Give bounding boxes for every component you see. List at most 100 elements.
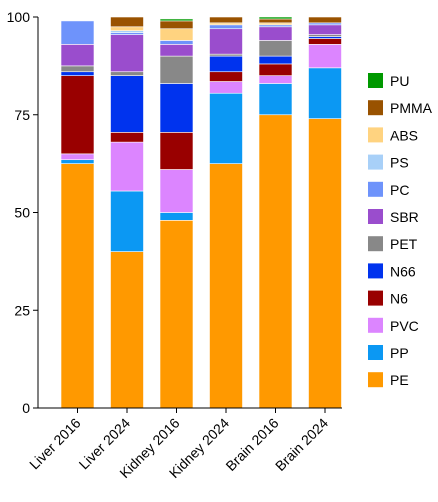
legend-item-ps: PS xyxy=(368,154,409,171)
bar-segment-brain-2024-pmma xyxy=(308,16,342,24)
legend-swatch-pu xyxy=(368,73,383,88)
bar-segment-kidney-2016-sbr xyxy=(159,44,194,57)
y-tick-label-100: 100 xyxy=(7,9,31,25)
bar-segment-liver-2024-pmma xyxy=(110,16,144,28)
bar-segment-liver-2016-pe xyxy=(60,163,95,409)
bar-segment-brain-2024-pvc xyxy=(308,44,342,69)
bar-group-brain-2016 xyxy=(258,16,293,409)
bar-segment-kidney-2024-n6 xyxy=(209,71,243,82)
legend-swatch-pc xyxy=(368,181,383,197)
bar-segment-kidney-2024-pmma xyxy=(209,16,243,24)
legend-item-pvc: PVC xyxy=(368,317,419,334)
bar-segment-brain-2016-pp xyxy=(258,83,293,116)
bar-segment-liver-2016-pc xyxy=(60,20,95,45)
x-tick-label-brain-2024: Brain 2024 xyxy=(272,415,331,474)
bar-segment-brain-2024-n6 xyxy=(308,38,342,45)
bar-segment-liver-2024-pvc xyxy=(110,141,144,192)
y-tick-label-25: 25 xyxy=(14,302,30,318)
legend-swatch-ps xyxy=(368,154,383,170)
bar-group-liver-2024 xyxy=(110,16,144,409)
bar-segment-brain-2016-sbr xyxy=(258,26,293,41)
legend-label-n66: N66 xyxy=(390,263,416,279)
legend-swatch-sbr xyxy=(368,209,383,224)
bar-segment-brain-2016-pvc xyxy=(258,75,293,84)
legend-swatch-abs xyxy=(368,127,383,143)
bar-segment-brain-2016-pu xyxy=(258,16,293,20)
bar-segment-brain-2016-n66 xyxy=(258,55,293,65)
bar-segment-liver-2016-pvc xyxy=(60,153,95,161)
bar-segment-brain-2016-pe xyxy=(258,114,293,409)
bar-segment-kidney-2016-pp xyxy=(159,212,194,221)
legend-label-ps: PS xyxy=(390,155,409,171)
legend-label-abs: ABS xyxy=(390,127,418,143)
legend-label-pp: PP xyxy=(390,345,409,361)
bar-segment-brain-2016-pmma xyxy=(258,18,293,24)
bar-segment-brain-2024-pe xyxy=(308,118,342,409)
bar-segment-kidney-2016-pmma xyxy=(159,20,194,30)
bar-segment-kidney-2016-abs xyxy=(159,28,194,41)
bar-group-kidney-2016 xyxy=(159,18,194,409)
bar-segment-kidney-2016-pet xyxy=(159,55,194,84)
bars-layer xyxy=(60,16,342,409)
legend-swatch-pvc xyxy=(368,317,383,333)
legend-item-pet: PET xyxy=(368,236,418,252)
legend-item-pu: PU xyxy=(368,73,409,89)
legend-swatch-n6 xyxy=(368,290,383,306)
legend-label-n6: N6 xyxy=(390,291,408,307)
bar-segment-kidney-2016-n6 xyxy=(159,132,194,170)
legend-swatch-pp xyxy=(368,345,383,360)
x-tick-label-brain-2016: Brain 2016 xyxy=(222,415,281,474)
legend-item-pc: PC xyxy=(368,181,409,198)
bar-segment-kidney-2024-pvc xyxy=(209,81,243,94)
legend-label-pvc: PVC xyxy=(390,318,419,334)
bar-segment-liver-2024-abs xyxy=(110,26,144,31)
bar-segment-kidney-2024-pe xyxy=(209,163,243,409)
legend-label-pmma: PMMA xyxy=(390,100,433,116)
legend-label-sbr: SBR xyxy=(390,209,419,225)
bar-segment-kidney-2024-pc xyxy=(209,24,243,30)
legend-item-abs: ABS xyxy=(368,127,418,143)
bar-segment-kidney-2024-n66 xyxy=(209,55,243,73)
y-tick-label-0: 0 xyxy=(22,400,30,416)
bar-segment-brain-2024-sbr xyxy=(308,24,342,35)
bar-segment-liver-2024-sbr xyxy=(110,34,144,73)
x-tick-label-liver-2016: Liver 2016 xyxy=(26,415,84,473)
bar-segment-brain-2024-pp xyxy=(308,67,342,119)
legend-label-pet: PET xyxy=(390,236,418,252)
bar-segment-kidney-2016-pvc xyxy=(159,169,194,213)
legend-swatch-pmma xyxy=(368,100,383,116)
y-tick-label-50: 50 xyxy=(14,205,30,221)
bar-segment-liver-2024-n6 xyxy=(110,132,144,143)
bar-segment-liver-2016-pet xyxy=(60,65,95,73)
legend-item-pmma: PMMA xyxy=(368,100,433,116)
legend-item-sbr: SBR xyxy=(368,209,419,225)
bar-segment-kidney-2024-pp xyxy=(209,92,243,164)
y-tick-label-75: 75 xyxy=(14,107,30,123)
bar-segment-liver-2016-n66 xyxy=(60,71,95,76)
bar-segment-kidney-2016-n66 xyxy=(159,83,194,133)
bar-group-kidney-2024 xyxy=(209,16,243,409)
legend-item-n6: N6 xyxy=(368,290,408,307)
legend-swatch-pet xyxy=(368,236,383,252)
legend-swatch-pe xyxy=(368,372,383,388)
bar-segment-kidney-2016-pc xyxy=(159,40,194,45)
legend-item-n66: N66 xyxy=(368,263,416,279)
bar-segment-liver-2016-pp xyxy=(60,159,95,164)
legend-label-pu: PU xyxy=(390,73,409,89)
bar-segment-liver-2016-n6 xyxy=(60,75,95,155)
bar-group-liver-2016 xyxy=(60,20,95,409)
bar-segment-kidney-2024-sbr xyxy=(209,28,243,55)
bar-group-brain-2024 xyxy=(308,16,342,409)
legend-swatch-n66 xyxy=(368,263,383,279)
bar-segment-liver-2024-pe xyxy=(110,251,144,409)
legend-item-pp: PP xyxy=(368,345,409,361)
legend-label-pc: PC xyxy=(390,182,409,198)
legend-label-pe: PE xyxy=(390,372,409,388)
bar-segment-brain-2016-pet xyxy=(258,40,293,57)
legend-item-pe: PE xyxy=(368,372,409,388)
bar-segment-kidney-2016-pu xyxy=(159,18,194,22)
bar-segment-liver-2024-n66 xyxy=(110,75,144,133)
bar-segment-kidney-2016-pe xyxy=(159,220,194,409)
bar-segment-liver-2016-sbr xyxy=(60,44,95,67)
